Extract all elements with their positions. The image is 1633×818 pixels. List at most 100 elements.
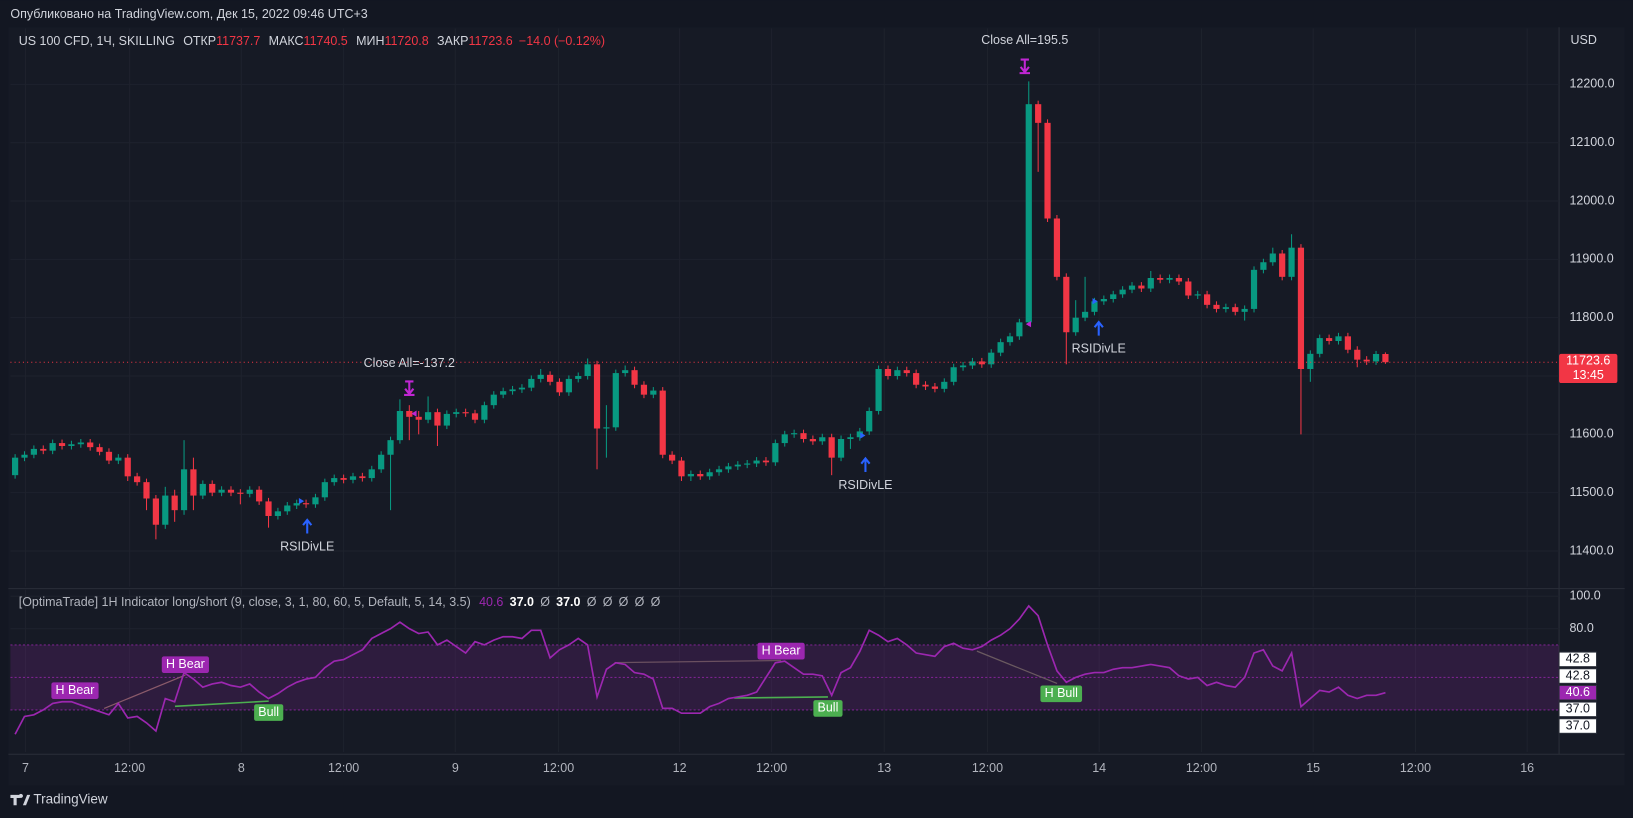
marks xyxy=(10,81,1560,735)
candle-body xyxy=(87,442,94,448)
y-tick-label: 12200.0 xyxy=(1569,77,1614,91)
labels: US 100 CFD, 1Ч, SKILLING ОТКР11737.7 МАКС1… xyxy=(19,33,1618,775)
candle-body xyxy=(1072,317,1079,333)
annotation: RSIDivLE xyxy=(838,478,892,492)
divergence-line xyxy=(614,659,782,664)
candle-body xyxy=(819,437,826,442)
candle-body xyxy=(30,448,37,455)
scale-label-box xyxy=(1558,701,1598,718)
status-value: Ø xyxy=(587,596,597,610)
signal-label-box xyxy=(254,704,284,721)
x-tick-label: 8 xyxy=(238,761,245,775)
candle-body xyxy=(77,442,84,445)
scale-label: 42.8 xyxy=(1566,668,1590,682)
candle-body xyxy=(584,364,591,376)
signal-label: Bull xyxy=(818,701,839,715)
y-tick-label: 11400.0 xyxy=(1569,543,1613,557)
candle-body xyxy=(1372,354,1380,362)
candle-body xyxy=(1044,122,1051,219)
candle-body xyxy=(1222,307,1229,309)
scale-label-box xyxy=(1558,718,1598,734)
candle-body xyxy=(706,472,713,477)
entry-arrow xyxy=(1093,320,1104,336)
candle-body xyxy=(565,378,572,393)
candle-body xyxy=(612,373,619,428)
status-value: Ø xyxy=(635,596,645,610)
candle-body xyxy=(1241,308,1248,312)
candle-body xyxy=(1175,278,1183,282)
scale-label: 42.8 xyxy=(1566,652,1590,666)
candle-body xyxy=(997,342,1004,353)
y-tick-label: 80.0 xyxy=(1569,621,1593,635)
candle-body xyxy=(1203,294,1211,305)
candle-body xyxy=(96,447,103,452)
candle-body xyxy=(650,390,657,395)
x-tick-label: 12:00 xyxy=(1186,761,1217,775)
chart-area xyxy=(8,27,1625,786)
candle-body xyxy=(40,448,47,451)
signal-label: H Bear xyxy=(166,657,205,671)
status-value: Ø xyxy=(619,596,629,610)
candle-body xyxy=(669,454,676,461)
candle-body xyxy=(434,412,441,426)
annotation: Close All=-137.2 xyxy=(364,356,455,370)
x-tick-label: 14 xyxy=(1092,761,1106,775)
candle-body xyxy=(988,352,995,365)
candle-body xyxy=(884,368,892,376)
legend-value: 11720.8 xyxy=(384,34,428,48)
published-note: Опубликовано на TradingView.com, Дек 15,… xyxy=(10,7,367,21)
candle-body xyxy=(256,489,263,502)
candle-body xyxy=(105,451,113,461)
candle-body xyxy=(941,381,948,389)
x-tick-label: 12:00 xyxy=(972,761,1003,775)
signal-label: H Bull xyxy=(1045,686,1078,700)
signal-label-box xyxy=(51,682,99,700)
candle-body xyxy=(1344,336,1351,350)
candle-body xyxy=(368,469,375,479)
candle-body xyxy=(734,464,741,467)
candle-body xyxy=(762,460,770,463)
candle-body xyxy=(199,483,206,496)
candle-body xyxy=(1035,104,1042,123)
candle-body xyxy=(1382,354,1389,363)
candle-body xyxy=(1326,338,1333,341)
status-value: Ø xyxy=(540,596,550,610)
candle-body xyxy=(321,482,328,498)
candle-body xyxy=(218,489,225,493)
candle-body xyxy=(134,476,141,483)
candle-body xyxy=(894,370,901,376)
signal-label: H Bear xyxy=(762,643,801,657)
candle-body xyxy=(359,476,366,479)
candle-body xyxy=(302,503,310,505)
scale-label: 37.0 xyxy=(1566,718,1590,732)
candle-body xyxy=(1138,285,1145,289)
candle-body xyxy=(274,511,282,516)
exit-arrow xyxy=(1019,58,1030,75)
scale-label: 40.6 xyxy=(1566,685,1590,699)
candle-body xyxy=(715,469,723,473)
signal-label-box xyxy=(161,656,209,674)
last-price-label: 11723.6 xyxy=(1566,353,1610,367)
candle-body xyxy=(331,478,338,483)
candle-body xyxy=(959,365,967,368)
trade-markers xyxy=(298,58,1104,534)
annotation: RSIDivLE xyxy=(1072,341,1126,355)
candle-body xyxy=(378,454,385,470)
candle-body xyxy=(115,457,122,461)
candle-body xyxy=(162,495,169,525)
candle-body xyxy=(415,416,422,420)
x-tick-label: 12 xyxy=(673,761,687,775)
annotation: Close All=195.5 xyxy=(981,33,1068,47)
candle-body xyxy=(931,386,939,389)
candle-body xyxy=(1288,247,1295,277)
candle-body xyxy=(471,413,479,420)
x-tick-label: 12:00 xyxy=(328,761,359,775)
candle-body xyxy=(1363,359,1370,362)
candle-body xyxy=(1025,104,1032,323)
divergence-lines xyxy=(103,650,1058,709)
candle-body xyxy=(237,492,244,494)
last-price-box xyxy=(1559,353,1618,384)
candle-body xyxy=(58,443,66,446)
symbol-name: US 100 CFD, 1Ч, SKILLING xyxy=(19,34,175,48)
